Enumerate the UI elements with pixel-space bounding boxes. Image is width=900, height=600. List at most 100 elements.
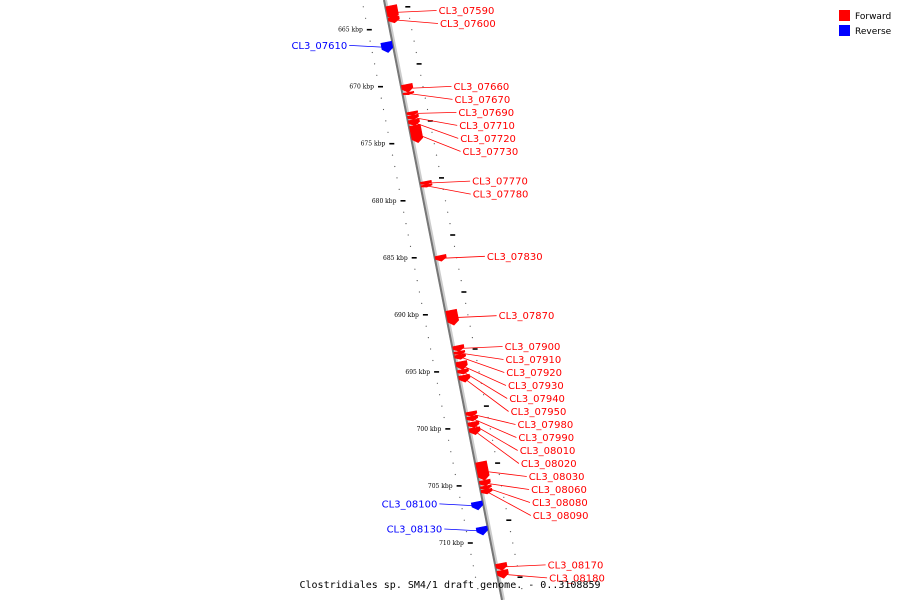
scale-dot-right (514, 553, 516, 556)
gene-leader-line (473, 424, 518, 451)
gene-arrow[interactable] (478, 478, 491, 487)
gene-label[interactable]: CL3_08020 (521, 459, 577, 470)
gene-label[interactable]: CL3_07900 (505, 342, 561, 353)
gene-label[interactable]: CL3_08010 (520, 446, 576, 457)
legend-swatch (839, 10, 850, 21)
scale-dot-right (438, 165, 440, 168)
scale-dot-right (483, 394, 485, 396)
gene-leader-line (452, 315, 497, 319)
scale-dot-left (477, 588, 479, 590)
gene-leader-line (471, 413, 516, 425)
scale-dot-left (463, 519, 465, 521)
gene-label[interactable]: CL3_08100 (382, 499, 438, 510)
gene-label[interactable]: CL3_08090 (533, 511, 589, 522)
scale-dot-right (426, 108, 429, 111)
scale-dot-right (458, 268, 460, 270)
gene-label[interactable]: CL3_07590 (439, 6, 495, 17)
scale-tick-label: 705 kbp (428, 483, 453, 490)
scale-dot-right (489, 428, 491, 430)
legend-swatch (839, 25, 850, 36)
scale-dot-right (447, 211, 449, 213)
gene-arrow[interactable] (466, 414, 479, 422)
scale-dot-right (424, 97, 426, 99)
scale-dot-left (407, 234, 409, 236)
gene-label[interactable]: CL3_07690 (458, 108, 514, 119)
gene-label[interactable]: CL3_08130 (387, 525, 443, 536)
gene-arrow[interactable] (475, 525, 489, 536)
scale-dot-left (425, 325, 427, 327)
gene-label[interactable]: CL3_07930 (508, 381, 564, 392)
gene-label[interactable]: CL3_07730 (463, 147, 519, 158)
gene-leader-line (485, 482, 530, 490)
gene-leader-line (459, 352, 504, 360)
scale-dot-left (374, 63, 376, 65)
scale-dot-right (411, 29, 413, 31)
scale-tick-label: 665 kbp (338, 27, 363, 34)
scale-dot-left (369, 40, 371, 42)
gene-label[interactable]: CL3_07770 (472, 177, 528, 188)
scale-dot-right (453, 245, 456, 247)
scale-dot-left (450, 451, 452, 453)
gene-arrow[interactable] (387, 15, 400, 24)
gene-label[interactable]: CL3_07830 (487, 252, 543, 263)
gene-label[interactable]: CL3_07950 (511, 407, 567, 418)
gene-label[interactable]: CL3_07780 (473, 190, 529, 201)
gene-arrow[interactable] (479, 484, 492, 490)
scale-dot-right (465, 302, 467, 304)
scale-tick-label: 685 kbp (383, 255, 408, 262)
gene-arrow[interactable] (470, 500, 484, 511)
scale-dot-right (492, 439, 494, 441)
scale-dot-left (391, 154, 394, 156)
gene-label[interactable]: CL3_07610 (291, 41, 347, 52)
gene-arrow[interactable] (420, 183, 433, 188)
gene-label[interactable]: CL3_07720 (460, 134, 516, 145)
scale-dot-right (433, 143, 435, 145)
gene-label[interactable]: CL3_07710 (459, 121, 515, 132)
gene-arrow[interactable] (445, 308, 460, 326)
gene-arrow[interactable] (495, 562, 508, 571)
gene-arrow[interactable] (409, 124, 424, 143)
scale-dot-left (459, 496, 461, 498)
legend-label: Reverse (855, 27, 892, 37)
gene-label[interactable]: CL3_07940 (509, 394, 565, 405)
scale-dot-left (394, 165, 396, 168)
gene-arrow[interactable] (400, 82, 414, 93)
scale-dot-right (413, 40, 415, 42)
gene-label[interactable]: CL3_07870 (499, 311, 555, 322)
scale-dot-left (409, 245, 412, 247)
scale-dot-left (441, 405, 443, 407)
gene-label[interactable]: CL3_08060 (531, 485, 587, 496)
scale-dot-left (398, 188, 400, 190)
gene-label[interactable]: CL3_08180 (549, 573, 605, 584)
gene-label[interactable]: CL3_07980 (518, 420, 574, 431)
scale-tick-label: 675 kbp (361, 141, 386, 148)
gene-arrow[interactable] (420, 179, 432, 186)
gene-leader-line (407, 86, 452, 89)
gene-arrow[interactable] (457, 368, 469, 375)
gene-leader-line (412, 112, 457, 114)
scale-dot-right (512, 542, 514, 544)
gene-label[interactable]: CL3_07910 (506, 355, 562, 366)
gene-arrow[interactable] (496, 568, 509, 579)
scale-dot-right (449, 223, 451, 225)
gene-leader-line (414, 122, 459, 139)
gene-label[interactable]: CL3_07600 (440, 19, 496, 30)
gene-label[interactable]: CL3_08170 (548, 560, 604, 571)
gene-label[interactable]: CL3_08030 (529, 472, 585, 483)
gene-label[interactable]: CL3_07920 (506, 368, 562, 379)
gene-arrow[interactable] (380, 40, 394, 53)
scale-dot-left (414, 268, 416, 270)
gene-leader-line (392, 10, 437, 13)
scale-dot-left (371, 51, 373, 54)
gene-label[interactable]: CL3_07670 (455, 95, 511, 106)
gene-arrow[interactable] (452, 344, 465, 352)
gene-label[interactable]: CL3_07660 (454, 82, 510, 93)
gene-arrow[interactable] (475, 460, 490, 481)
scale-dot-right (467, 314, 469, 316)
gene-leader-line (439, 503, 478, 507)
gene-arrow[interactable] (434, 254, 447, 262)
scale-dot-left (427, 337, 429, 339)
gene-label[interactable]: CL3_07990 (518, 433, 574, 444)
gene-leader-line (503, 573, 548, 579)
gene-label[interactable]: CL3_08080 (532, 498, 588, 509)
